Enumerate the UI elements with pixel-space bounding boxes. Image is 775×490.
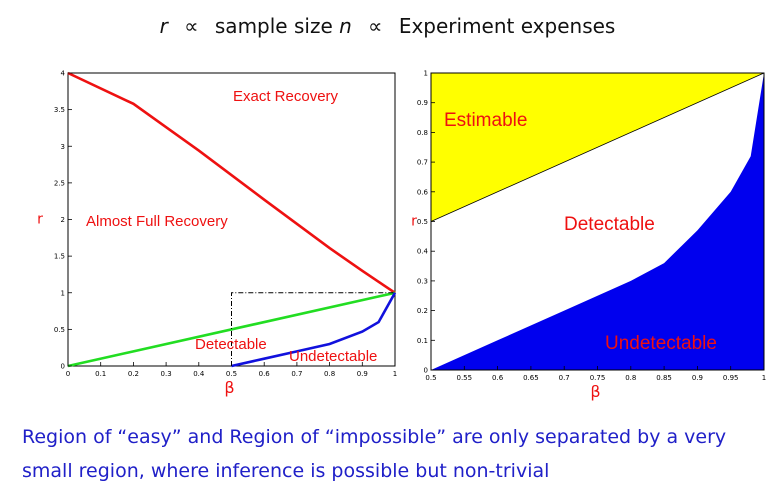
annotation-estimable: Estimable bbox=[444, 110, 527, 131]
x-tick-label: 0.9 bbox=[692, 374, 703, 382]
series-line-1 bbox=[67, 71, 396, 294]
region-estimable bbox=[430, 72, 765, 223]
x-tick-label: 0.5 bbox=[425, 374, 436, 382]
y-tick-label: 0.5 bbox=[417, 218, 428, 226]
x-tick-label: 0.3 bbox=[161, 370, 172, 378]
annotation-undetectable: Undetectable bbox=[289, 348, 377, 365]
y-tick-label: 0.7 bbox=[417, 159, 428, 167]
annotation-exact-recovery: Exact Recovery bbox=[233, 88, 339, 105]
x-tick-label: 0.95 bbox=[723, 374, 739, 382]
y-tick-label: 0.9 bbox=[417, 99, 428, 107]
x-tick-label: 0.8 bbox=[625, 374, 636, 382]
y-tick-label: 3.5 bbox=[54, 106, 65, 114]
x-tick-label: 1 bbox=[762, 374, 766, 382]
x-tick-label: 0.7 bbox=[291, 370, 302, 378]
x-tick-label: 0.6 bbox=[259, 370, 271, 378]
title-sample-size: sample size bbox=[214, 14, 333, 38]
x-tick-label: 0.5 bbox=[226, 370, 237, 378]
y-tick-label: 1.5 bbox=[54, 253, 65, 261]
x-tick-label: 0.2 bbox=[128, 370, 139, 378]
annotation-undetectable: Undetectable bbox=[605, 333, 717, 354]
y-tick-label: 1 bbox=[61, 289, 65, 297]
y-tick-label: 0.1 bbox=[417, 337, 428, 345]
x-tick-label: 0.9 bbox=[357, 370, 368, 378]
slide-title: r ∝ sample size n ∝ Experiment expenses bbox=[0, 14, 775, 38]
annotation-almost-full-recovery: Almost Full Recovery bbox=[86, 213, 228, 230]
x-tick-label: 0.55 bbox=[457, 374, 473, 382]
y-tick-label: 0.3 bbox=[417, 277, 428, 285]
caption-line-2: small region, where inference is possibl… bbox=[22, 460, 550, 482]
x-tick-label: 0.7 bbox=[559, 374, 570, 382]
y-tick-label: 2.5 bbox=[54, 179, 65, 187]
series-line-4 bbox=[231, 292, 395, 366]
x-tick-label: 0.65 bbox=[523, 374, 539, 382]
y-tick-label: 0.5 bbox=[54, 326, 65, 334]
title-expenses: Experiment expenses bbox=[398, 14, 616, 38]
y-tick-label: 0.2 bbox=[417, 307, 428, 315]
series-line-2 bbox=[67, 291, 396, 368]
x-axis-label: β bbox=[224, 378, 234, 397]
y-axis-label: r bbox=[37, 212, 43, 228]
y-tick-label: 0.4 bbox=[417, 248, 429, 256]
y-tick-label: 0 bbox=[61, 363, 65, 371]
region-undetectable bbox=[431, 73, 764, 370]
x-tick-label: 0.85 bbox=[656, 374, 672, 382]
y-axis-label: r bbox=[411, 214, 417, 230]
x-tick-label: 0.6 bbox=[492, 374, 504, 382]
x-tick-label: 0 bbox=[66, 370, 70, 378]
x-tick-label: 0.4 bbox=[193, 370, 205, 378]
y-tick-label: 2 bbox=[61, 216, 65, 224]
annotation-detectable: Detectable bbox=[195, 336, 267, 353]
title-var-n: n bbox=[339, 14, 352, 38]
x-axis-label: β bbox=[590, 382, 600, 401]
y-tick-label: 0 bbox=[424, 367, 428, 375]
annotation-detectable: Detectable bbox=[564, 214, 655, 235]
y-tick-label: 3 bbox=[61, 143, 65, 151]
title-prop-symbol-2: ∝ bbox=[368, 14, 383, 38]
x-tick-label: 1 bbox=[393, 370, 397, 378]
x-tick-label: 0.1 bbox=[95, 370, 106, 378]
caption-line-1: Region of “easy” and Region of “impossib… bbox=[22, 426, 727, 448]
y-tick-label: 4 bbox=[61, 70, 66, 78]
title-prop-symbol-1: ∝ bbox=[184, 14, 199, 38]
caption: Region of “easy” and Region of “impossib… bbox=[22, 420, 762, 488]
series-line-3 bbox=[231, 292, 397, 368]
y-tick-label: 1 bbox=[424, 70, 428, 78]
y-tick-label: 0.8 bbox=[417, 129, 428, 137]
y-tick-label: 0.6 bbox=[417, 188, 429, 196]
title-var-r: r bbox=[159, 14, 168, 38]
x-tick-label: 0.75 bbox=[590, 374, 606, 382]
x-tick-label: 0.8 bbox=[324, 370, 335, 378]
